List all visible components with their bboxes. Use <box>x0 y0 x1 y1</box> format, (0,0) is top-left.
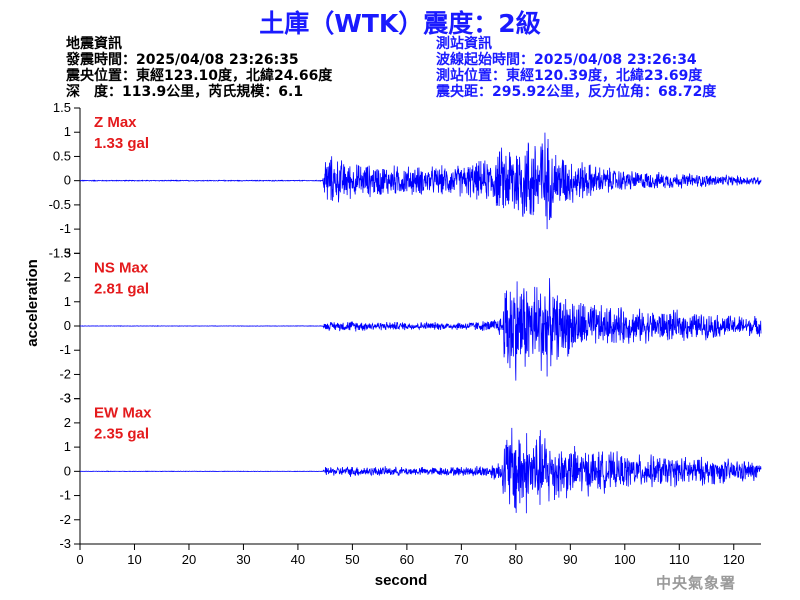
max-value: 1.33 gal <box>94 135 149 152</box>
x-axis-label: second <box>375 572 428 589</box>
x-tick-label: 30 <box>236 552 250 567</box>
depth-magnitude: 深 度：113.9公里，芮氏規模：6.1 <box>66 84 304 100</box>
y-tick-label: -0.5 <box>49 197 71 212</box>
y-tick-label: -1.5 <box>49 245 71 260</box>
max-label: NS Max <box>94 259 149 276</box>
y-tick-label: 0.5 <box>53 148 71 163</box>
station-location: 測站位置：東經120.39度，北緯23.69度 <box>436 68 703 84</box>
earthquake-info-heading: 地震資訊 <box>66 36 122 52</box>
x-tick-label: 80 <box>509 552 523 567</box>
y-tick-label: -3 <box>59 536 71 551</box>
y-tick-label: 0 <box>64 318 71 333</box>
max-value: 2.35 gal <box>94 426 149 443</box>
x-tick-label: 120 <box>723 552 745 567</box>
agency-label: 中央氣象署 <box>656 574 737 592</box>
station-info-heading: 測站資訊 <box>436 36 492 52</box>
chart-title: 土庫（WTK）震度：2級 <box>259 9 541 38</box>
x-tick-label: 60 <box>400 552 414 567</box>
x-tick-label: 70 <box>454 552 468 567</box>
x-tick-label: 50 <box>345 552 359 567</box>
y-tick-label: -1 <box>59 488 71 503</box>
x-tick-label: 40 <box>291 552 305 567</box>
station-info: 測站資訊 波線起始時間：2025/04/08 23:26:34 測站位置：東經1… <box>436 36 716 100</box>
y-tick-label: 3 <box>64 245 71 260</box>
y-tick-label: -2 <box>59 366 71 381</box>
epicenter-location: 震央位置：東經123.10度，北緯24.66度 <box>66 68 333 84</box>
y-tick-label: 1 <box>64 294 71 309</box>
y-tick-label: 1 <box>64 124 71 139</box>
y-tick-label: -1 <box>59 342 71 357</box>
y-tick-label: -3 <box>59 391 71 406</box>
arrival-time: 波線起始時間：2025/04/08 23:26:34 <box>436 52 697 68</box>
x-tick-label: 20 <box>182 552 196 567</box>
x-tick-label: 90 <box>563 552 577 567</box>
y-tick-label: 2 <box>64 415 71 430</box>
y-tick-label: 1.5 <box>53 100 71 115</box>
max-label: Z Max <box>94 114 137 131</box>
origin-time: 發震時間：2025/04/08 23:26:35 <box>66 52 299 68</box>
x-tick-label: 110 <box>669 552 690 567</box>
max-label: EW Max <box>94 405 152 422</box>
panel-ew: -3 -2 -1 0 1 2 3 EW Max 2.35 gal <box>59 391 762 551</box>
max-value: 2.81 gal <box>94 280 149 297</box>
y-tick-label: 1 <box>64 439 71 454</box>
x-tick-label: 10 <box>127 552 141 567</box>
waveform-ew <box>79 427 762 514</box>
waveform-z <box>79 132 762 230</box>
waveform-ns <box>79 278 762 381</box>
earthquake-info: 地震資訊 發震時間：2025/04/08 23:26:35 震央位置：東經123… <box>66 36 332 100</box>
distance-azimuth: 震央距：295.92公里，反方位角：68.72度 <box>436 84 717 100</box>
y-tick-label: 2 <box>64 270 71 285</box>
x-tick-label: 0 <box>76 552 83 567</box>
y-tick-label: -1 <box>59 221 71 236</box>
panel-ns: -3 -2 -1 0 1 2 3 NS Max 2.81 gal <box>59 245 762 406</box>
x-tick-label: 100 <box>614 552 636 567</box>
y-tick-label: 3 <box>64 391 71 406</box>
panel-z: -1.5 -1 -0.5 0 0.5 1 1.5 Z Max 1.33 gal <box>49 100 762 260</box>
y-tick-label: -2 <box>59 512 71 527</box>
y-axis-label: acceleration <box>24 259 41 347</box>
y-tick-label: 0 <box>64 463 71 478</box>
y-tick-label: 0 <box>64 173 71 188</box>
